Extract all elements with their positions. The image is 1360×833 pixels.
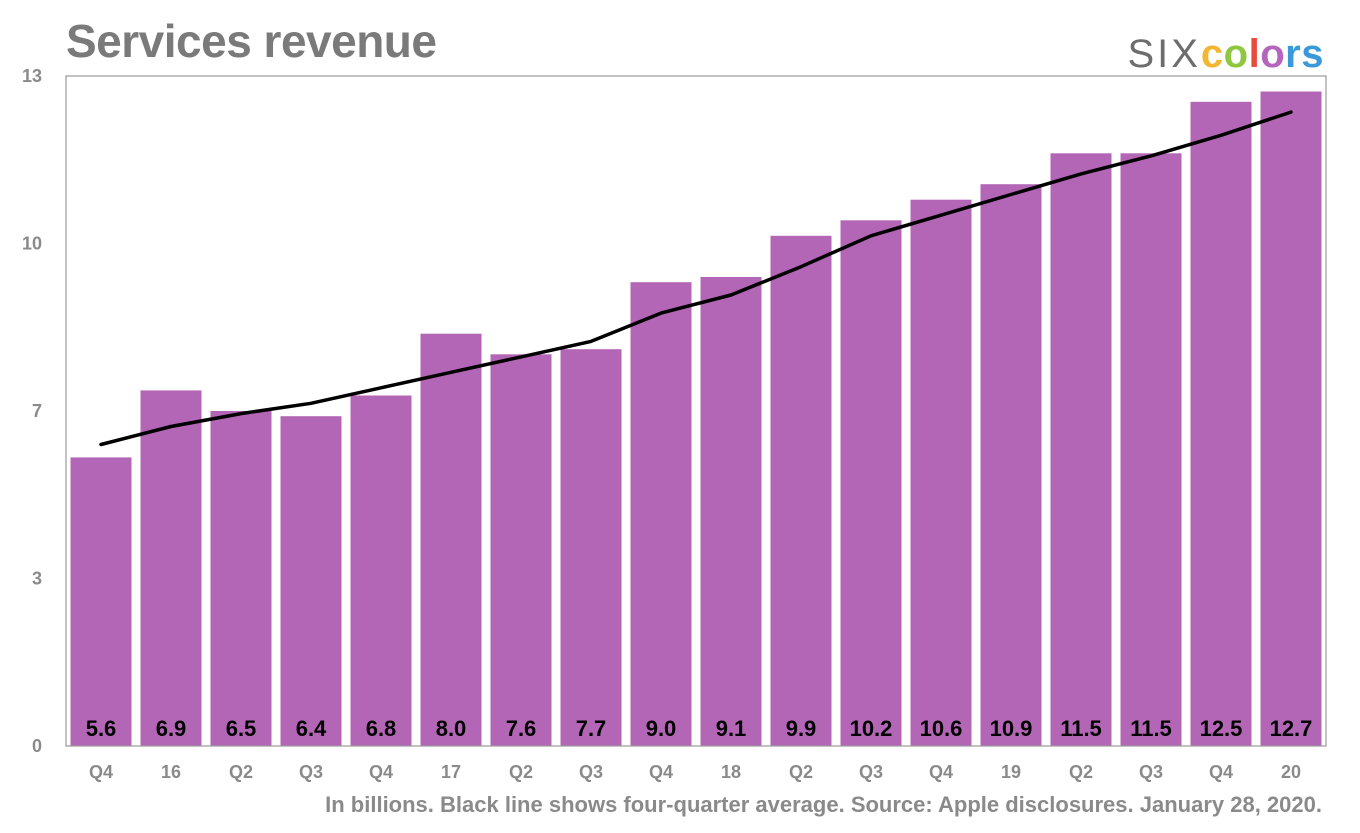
logo-letter: l bbox=[1248, 32, 1261, 76]
data-label: 6.4 bbox=[296, 716, 327, 741]
x-tick-label: Q4 bbox=[1209, 762, 1233, 782]
x-tick-label: Q4 bbox=[929, 762, 953, 782]
y-tick-label: 13 bbox=[22, 66, 42, 86]
data-label: 6.9 bbox=[156, 716, 187, 741]
x-tick-label: Q4 bbox=[649, 762, 673, 782]
x-tick-label: 19 bbox=[1001, 762, 1021, 782]
bar bbox=[70, 457, 132, 746]
sixcolors-logo: SIXcolors bbox=[1127, 34, 1324, 74]
plot-frame bbox=[65, 75, 1327, 747]
x-tick-label: Q3 bbox=[859, 762, 883, 782]
x-tick-label: Q4 bbox=[89, 762, 113, 782]
data-label: 10.9 bbox=[990, 716, 1033, 741]
bar bbox=[210, 411, 272, 746]
x-tick-label: Q4 bbox=[369, 762, 393, 782]
bar bbox=[280, 416, 342, 746]
data-label: 6.8 bbox=[366, 716, 397, 741]
logo-letter: r bbox=[1285, 32, 1302, 76]
bar bbox=[140, 390, 202, 746]
x-tick-label: Q2 bbox=[509, 762, 533, 782]
chart-title: Services revenue bbox=[66, 15, 437, 67]
bar bbox=[1120, 153, 1182, 747]
data-label: 7.7 bbox=[576, 716, 607, 741]
x-tick-label: Q2 bbox=[229, 762, 253, 782]
data-label: 5.6 bbox=[86, 716, 117, 741]
bar bbox=[910, 199, 972, 746]
data-label: 12.5 bbox=[1200, 716, 1243, 741]
bar bbox=[630, 282, 692, 746]
logo-letter: s bbox=[1301, 32, 1324, 76]
bar bbox=[560, 349, 622, 746]
bar bbox=[840, 220, 902, 747]
bar bbox=[980, 184, 1042, 746]
data-label: 9.9 bbox=[786, 716, 817, 741]
x-tick-label: Q3 bbox=[299, 762, 323, 782]
bar bbox=[1190, 101, 1252, 747]
data-label: 12.7 bbox=[1270, 716, 1313, 741]
x-tick-label: 17 bbox=[441, 762, 461, 782]
data-label: 9.0 bbox=[646, 716, 677, 741]
x-tick-label: Q3 bbox=[1139, 762, 1163, 782]
logo-letter: c bbox=[1200, 32, 1224, 76]
bar bbox=[490, 354, 552, 746]
logo-six: SIX bbox=[1127, 32, 1201, 76]
x-tick-label: Q2 bbox=[1069, 762, 1093, 782]
data-label: 9.1 bbox=[716, 716, 747, 741]
bar bbox=[1260, 91, 1322, 746]
data-label: 7.6 bbox=[506, 716, 537, 741]
chart-footnote: In billions. Black line shows four-quart… bbox=[325, 792, 1322, 817]
bar bbox=[420, 333, 482, 746]
logo-colors: colors bbox=[1201, 32, 1324, 76]
x-tick-label: 16 bbox=[161, 762, 181, 782]
bar bbox=[700, 277, 762, 746]
y-tick-label: 7 bbox=[32, 401, 42, 421]
y-tick-label: 3 bbox=[32, 569, 42, 589]
data-label: 8.0 bbox=[436, 716, 467, 741]
logo-letter: o bbox=[1223, 32, 1249, 76]
bar bbox=[350, 395, 412, 746]
data-label: 11.5 bbox=[1060, 716, 1102, 741]
data-label: 10.6 bbox=[920, 716, 963, 741]
bar bbox=[1050, 153, 1112, 747]
data-label: 11.5 bbox=[1130, 716, 1172, 741]
logo-letter: o bbox=[1260, 32, 1286, 76]
x-tick-label: Q3 bbox=[579, 762, 603, 782]
average-line bbox=[99, 110, 1293, 447]
y-tick-label: 10 bbox=[22, 234, 42, 254]
data-label: 6.5 bbox=[226, 716, 257, 741]
data-label: 10.2 bbox=[850, 716, 893, 741]
bar bbox=[770, 235, 832, 747]
x-tick-label: 18 bbox=[721, 762, 741, 782]
x-tick-label: 20 bbox=[1281, 762, 1301, 782]
y-tick-label: 0 bbox=[32, 736, 42, 756]
x-tick-label: Q2 bbox=[789, 762, 813, 782]
